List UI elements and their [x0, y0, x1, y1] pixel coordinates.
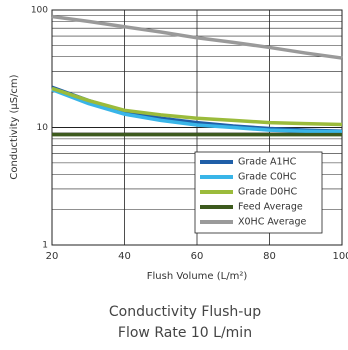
- legend-label: Feed Average: [238, 202, 303, 213]
- legend-label: Grade C0HC: [238, 172, 297, 183]
- y-tick-label: 1: [42, 241, 48, 251]
- x-tick-label: 100: [332, 251, 348, 262]
- legend-label: Grade D0HC: [238, 187, 297, 198]
- legend-label: X0HC Average: [238, 217, 307, 228]
- series-line: [51, 86, 343, 127]
- plot-frame: [51, 9, 343, 246]
- x-tick-label: 20: [46, 251, 59, 262]
- y-tick-label: 100: [31, 6, 48, 16]
- x-tick-label: 40: [118, 251, 131, 262]
- x-axis-label: Flush Volume (L/m²): [147, 271, 248, 282]
- series-line: [51, 14, 343, 60]
- legend-label: Grade A1HC: [238, 157, 297, 168]
- y-tick-label: 10: [37, 123, 49, 133]
- y-axis-label: Conductivity (µS/cm): [9, 74, 20, 179]
- x-tick-label: 80: [263, 251, 276, 262]
- series-line: [51, 88, 343, 134]
- x-tick-label: 60: [191, 251, 204, 262]
- chart-title: Conductivity Flush-up: [109, 304, 261, 320]
- chart-subtitle: Flow Rate 10 L/min: [118, 325, 252, 341]
